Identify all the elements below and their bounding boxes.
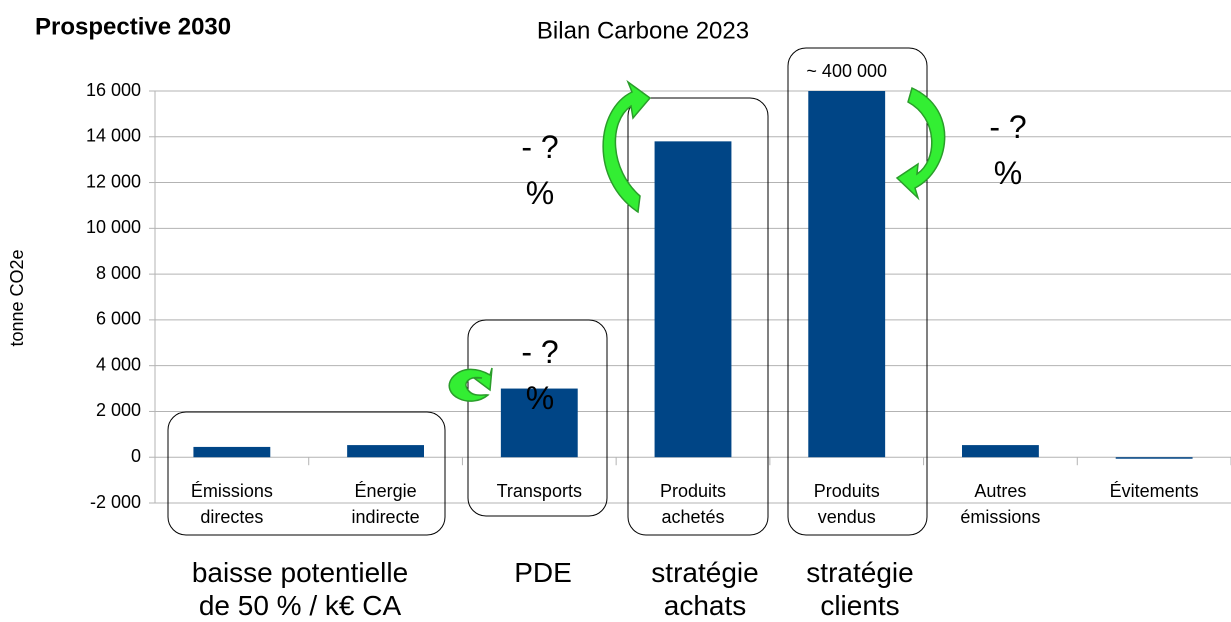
- annotation-line: %: [526, 175, 554, 211]
- y-tick-label: 4 000: [96, 354, 141, 374]
- arrows: [448, 79, 946, 402]
- bar: [347, 445, 424, 458]
- group-boxes: [167, 47, 928, 536]
- x-tick-label: Émissions directes: [191, 481, 273, 527]
- bars: [193, 91, 1193, 459]
- y-tick-label: 10 000: [86, 217, 141, 237]
- annotation-line: - ?: [989, 109, 1026, 145]
- annotation: - ?%: [521, 334, 558, 416]
- bar: [654, 141, 732, 458]
- x-tick-label: Produits vendus: [814, 481, 880, 527]
- group-box: [627, 97, 769, 536]
- chart-title: Bilan Carbone 2023: [537, 17, 749, 44]
- group-box: [167, 411, 446, 536]
- value-label: ~ 400 000: [806, 61, 887, 81]
- bar: [962, 445, 1039, 458]
- bar: [500, 388, 578, 458]
- page-title: Prospective 2030: [35, 13, 231, 40]
- annotation: - ?%: [989, 109, 1026, 191]
- bar: [808, 91, 886, 458]
- y-tick-label: -2 000: [90, 492, 141, 512]
- group-label: stratégie achats: [651, 557, 758, 621]
- y-axis-label: tonne CO2e: [7, 249, 27, 346]
- y-tick-label: 16 000: [86, 80, 141, 100]
- bar: [1115, 457, 1193, 459]
- cycle-arrow: [895, 86, 946, 201]
- y-tick-label: 2 000: [96, 400, 141, 420]
- group-box: [787, 47, 928, 536]
- x-tick-label: Produits achetés: [660, 481, 726, 527]
- group-label-line: baisse potentielle: [192, 557, 408, 588]
- y-tick-label: 6 000: [96, 309, 141, 329]
- x-tick-label: Autres émissions: [960, 481, 1040, 527]
- group-label-line: de 50 % / k€ CA: [199, 590, 402, 621]
- cycle-arrow: [448, 367, 493, 402]
- group-label: stratégie clients: [806, 557, 913, 621]
- y-tick-label: 8 000: [96, 263, 141, 283]
- group-label-line: stratégie: [651, 557, 758, 588]
- x-tick-label: Évitements: [1110, 481, 1199, 501]
- annotation: - ?%: [521, 129, 558, 211]
- annotation-line: - ?: [521, 129, 558, 165]
- annotation-line: %: [994, 155, 1022, 191]
- x-tick-label: Énergie indirecte: [352, 481, 420, 527]
- group-box: [467, 319, 608, 517]
- annotation-line: %: [526, 380, 554, 416]
- group-label-line: achats: [664, 590, 747, 621]
- y-tick-label: 0: [131, 446, 141, 466]
- x-tick-label: Transports: [497, 481, 582, 501]
- cycle-arrow: [602, 79, 652, 214]
- group-label-line: PDE: [514, 557, 572, 588]
- y-tick-label: 14 000: [86, 126, 141, 146]
- group-label-line: stratégie: [806, 557, 913, 588]
- bar: [193, 446, 271, 458]
- y-tick-label: 12 000: [86, 171, 141, 191]
- group-label-line: clients: [820, 590, 899, 621]
- group-label: baisse potentielle de 50 % / k€ CA: [192, 557, 408, 621]
- group-label: PDE: [514, 557, 572, 588]
- annotation-line: - ?: [521, 334, 558, 370]
